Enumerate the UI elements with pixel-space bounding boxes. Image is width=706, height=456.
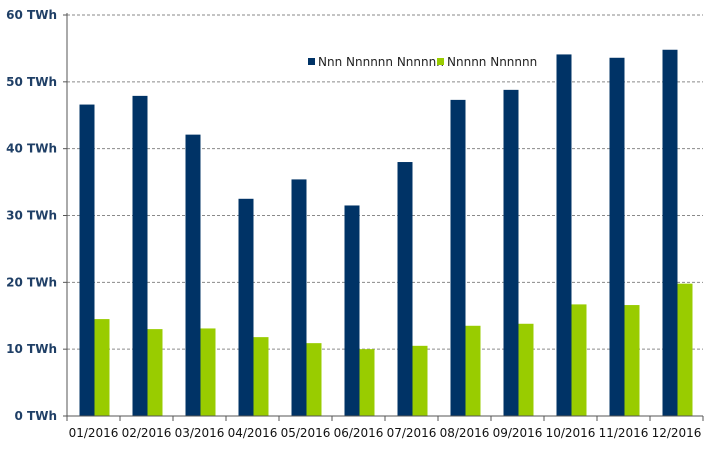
- bar-series-2: [359, 349, 375, 416]
- y-tick-label: 0 TWh: [15, 409, 58, 423]
- bar-series-1: [662, 49, 678, 417]
- bar-series-1: [238, 198, 254, 416]
- axes: [63, 13, 704, 421]
- bar-series-1: [79, 104, 95, 416]
- y-tick-label: 50 TWh: [6, 75, 57, 89]
- tick-labels: 0 TWh 10 TWh 20 TWh 30 TWh 40 TWh 50 TWh 60 TW…: [6, 8, 701, 440]
- y-tick-label: 60 TWh: [6, 8, 57, 22]
- x-tick-label: 02/2016: [122, 426, 172, 440]
- bar-series-1: [291, 179, 307, 416]
- bar-series-1: [185, 134, 201, 417]
- y-tick-label: 10 TWh: [6, 342, 57, 356]
- bar-series-2: [624, 305, 640, 416]
- x-tick-label: 07/2016: [387, 426, 437, 440]
- y-tick-label: 40 TWh: [6, 142, 57, 156]
- x-tick-label: 06/2016: [334, 426, 384, 440]
- bar-series-2: [677, 283, 693, 416]
- x-tick-label: 12/2016: [652, 426, 702, 440]
- bar-series-1: [132, 95, 148, 416]
- bar-series-2: [147, 329, 163, 416]
- bar-series-2: [306, 343, 322, 416]
- legend-swatch: [437, 58, 444, 65]
- bar-series-2: [412, 345, 428, 416]
- bar-series-2: [253, 337, 269, 416]
- bar-series-2: [94, 319, 110, 416]
- gridlines: [67, 14, 703, 350]
- bar-series-1: [450, 99, 466, 417]
- x-tick-label: 03/2016: [175, 426, 225, 440]
- legend-label: Nnnnn Nnnnnn: [447, 55, 537, 69]
- x-tick-label: 05/2016: [281, 426, 331, 440]
- y-tick-label: 20 TWh: [6, 275, 57, 289]
- legend-label: Nnn Nnnnnn Nnnnnn: [318, 55, 444, 69]
- x-tick-label: 11/2016: [599, 426, 649, 440]
- x-tick-label: 04/2016: [228, 426, 278, 440]
- bar-series-1: [556, 54, 572, 416]
- bar-series-1: [609, 57, 625, 416]
- bar-series-2: [571, 304, 587, 416]
- bar-series-2: [465, 325, 481, 416]
- bar-series-1: [397, 162, 413, 416]
- legend: Nnn Nnnnnn Nnnnnn Nnnnn Nnnnnn: [308, 55, 537, 69]
- bar-series-2: [200, 328, 216, 416]
- x-tick-label: 08/2016: [440, 426, 490, 440]
- bar-series-1: [503, 89, 519, 416]
- y-tick-label: 30 TWh: [6, 209, 57, 223]
- bar-series-2: [518, 323, 534, 416]
- legend-swatch: [308, 58, 315, 65]
- x-tick-label: 10/2016: [546, 426, 596, 440]
- x-tick-label: 01/2016: [69, 426, 119, 440]
- bars: [79, 49, 693, 417]
- x-tick-label: 09/2016: [493, 426, 543, 440]
- bar-series-1: [344, 205, 360, 416]
